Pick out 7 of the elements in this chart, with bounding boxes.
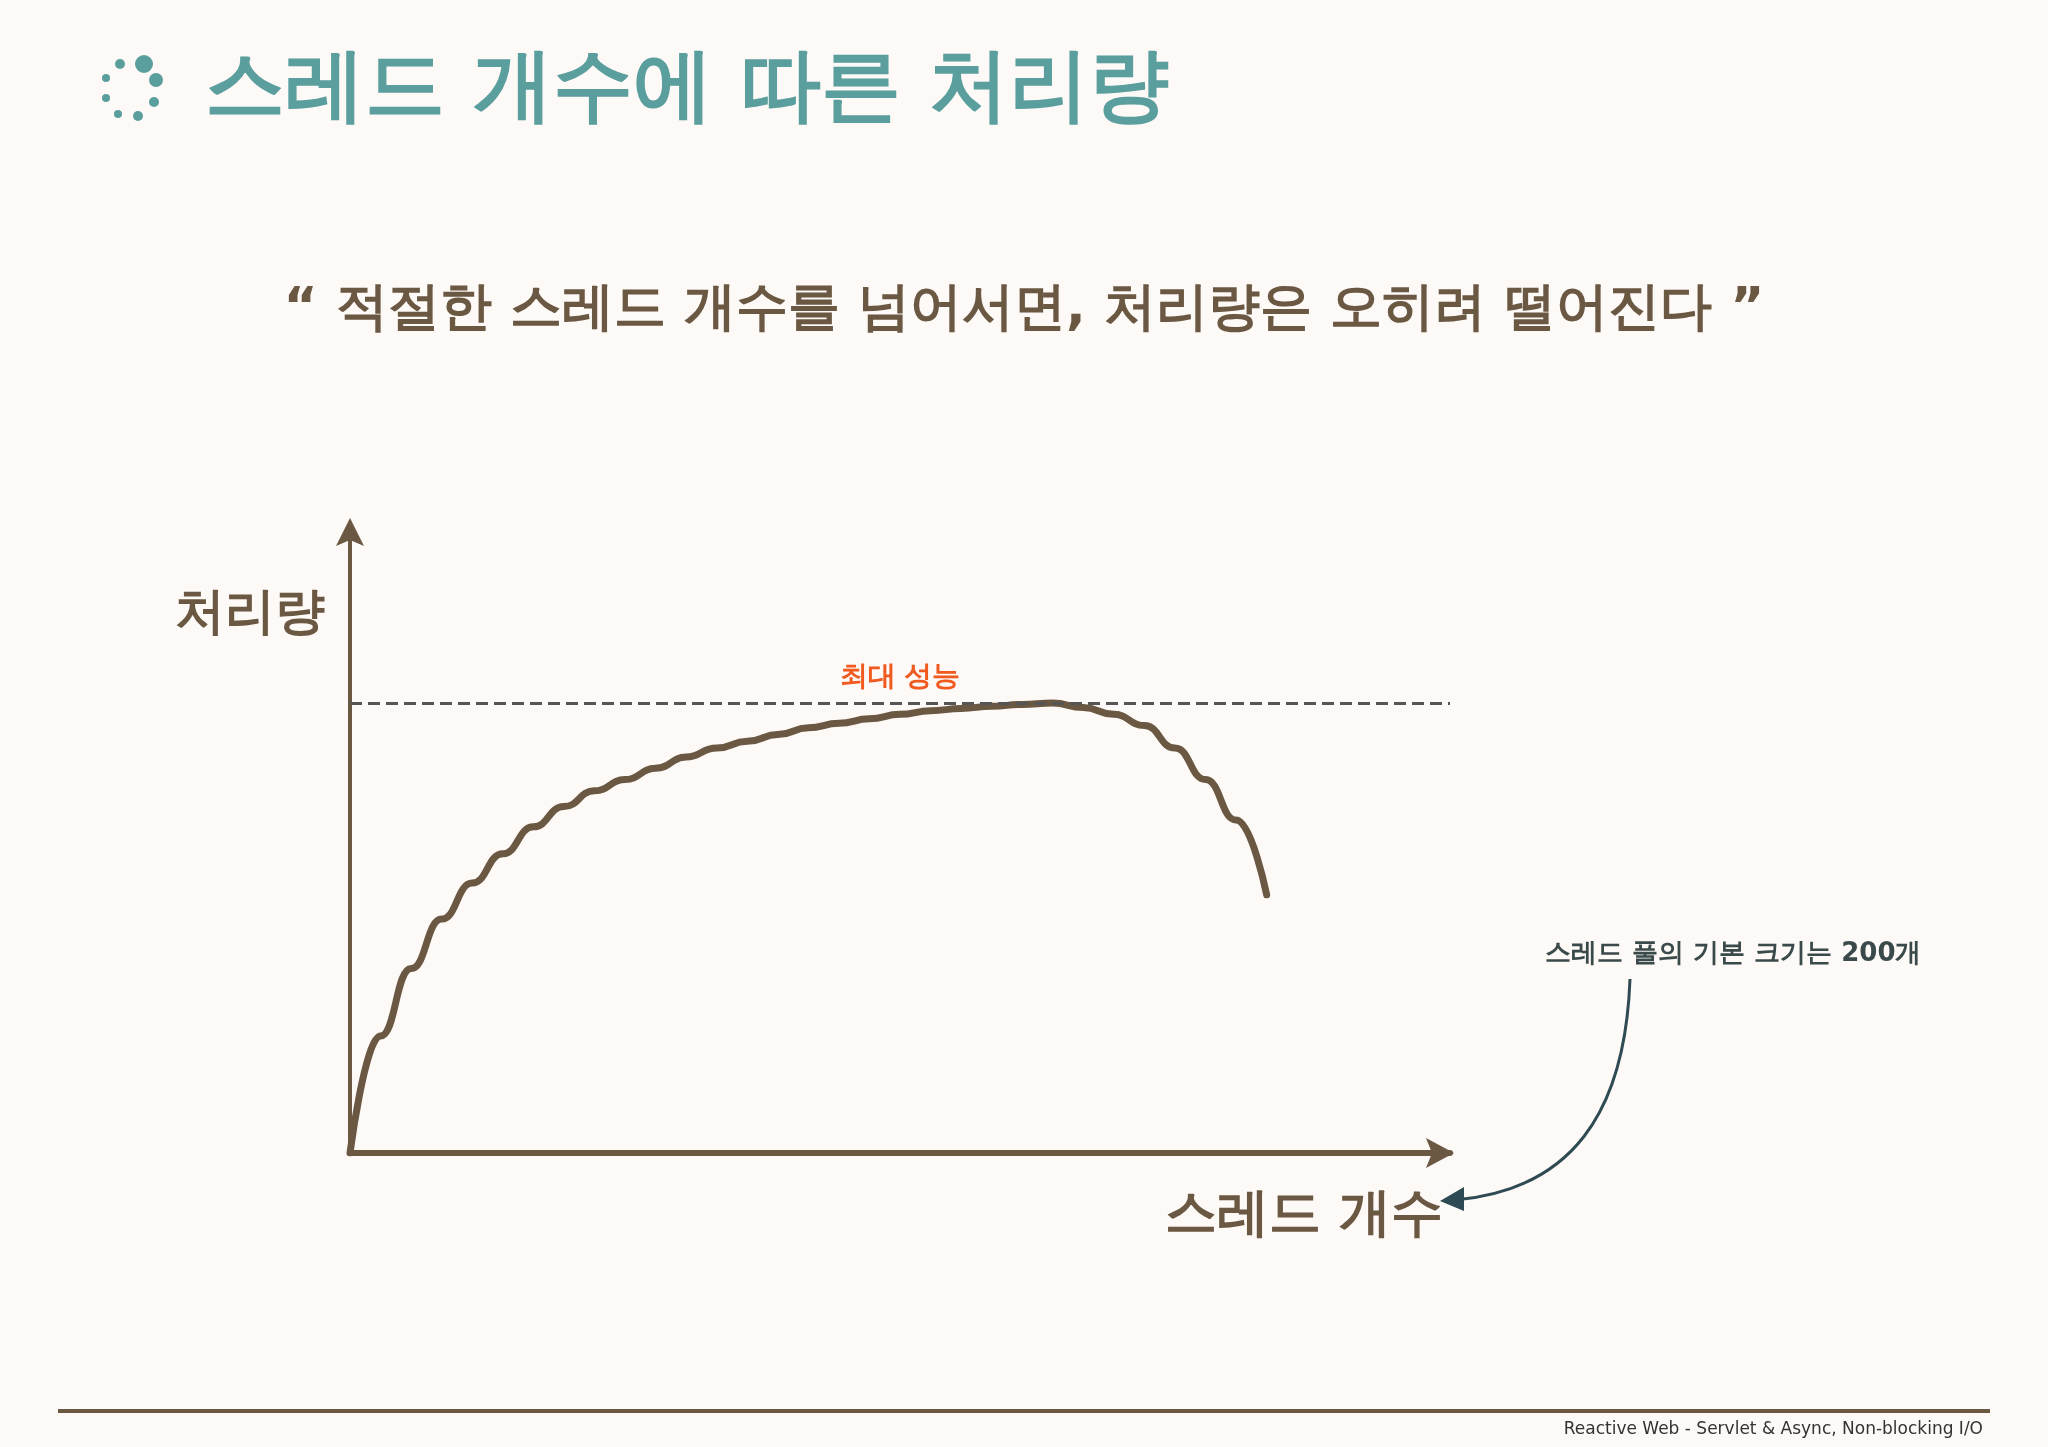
x-axis-title: 스레드 개수 <box>1165 1181 1444 1244</box>
ref-line-label: 최대 성능 <box>840 659 960 691</box>
chart-title: 스레드 개수에 따른 처리량 <box>205 37 1169 133</box>
text: 스레드 풀의 기본 크기는 200개 <box>1545 936 1922 969</box>
text: Reactive Web - Servlet & Async, Non-blocking I/O <box>1563 1418 1983 1438</box>
y-axis-title: 처리량 <box>175 581 325 642</box>
chart-subtitle: “ 적절한 스레드 개수를 넘어서면, 처리량은 오히려 떨어진다 ” <box>282 275 1766 338</box>
